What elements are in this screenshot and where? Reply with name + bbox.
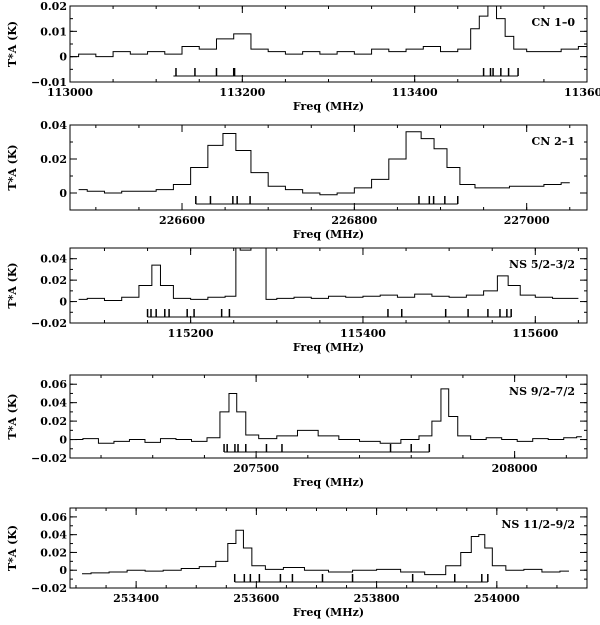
panel-1-spectrum-line [70, 5, 587, 58]
panel-1-x-axis-title: Freq (MHz) [293, 100, 364, 113]
panel-4-y-axis-title: T*A (K) [6, 393, 19, 439]
panel-3-frame [69, 247, 588, 324]
panel-5-y-axis-title: T*A (K) [6, 525, 19, 571]
panel-1-y-tick-label: 0 [59, 51, 67, 64]
panel-5-x-tick-label: 253600 [233, 592, 279, 605]
panel-4-y-tick-label: 0.04 [40, 397, 67, 410]
panel-3-y-tick-label: 0.02 [40, 274, 67, 287]
panel-1-y-axis-title: T*A (K) [6, 21, 19, 67]
panel-4-x-tick-label: 208000 [492, 462, 538, 475]
panel-2-x-tick-label: 227000 [504, 214, 550, 227]
panel-2-x-tick-label: 226600 [159, 214, 205, 227]
panel-1-y-tick-label: −0.01 [31, 76, 67, 89]
panel-5-x-axis-title: Freq (MHz) [293, 606, 364, 619]
panel-5-x-tick-label: 253800 [354, 592, 400, 605]
panel-1-x-tick-label: 113400 [392, 86, 438, 99]
panel-4-y-tick-label: 0.06 [40, 378, 67, 391]
panel-4-y-tick-label: −0.02 [31, 452, 67, 465]
panel-5-y-tick-label: −0.02 [31, 582, 67, 595]
panel-2-spectrum-line [78, 131, 570, 196]
panel-3-label: NS 5/2–3/2 [509, 258, 575, 271]
panel-4-x-axis-title: Freq (MHz) [293, 476, 364, 489]
panel-3-spectrum-line [78, 247, 579, 301]
panel-5-x-tick-label: 253400 [113, 592, 159, 605]
panel-4-label: NS 9/2–7/2 [509, 385, 575, 398]
panel-4-y-tick-label: 0 [59, 434, 67, 447]
panel-3-y-tick-label: −0.02 [31, 317, 67, 330]
panel-1-y-tick-label: 0.02 [40, 0, 67, 13]
panel-2-x-tick-label: 226800 [331, 214, 377, 227]
panel-1-x-tick-label: 113000 [47, 86, 93, 99]
panel-1-frame [69, 5, 588, 83]
panel-3-y-axis-title: T*A (K) [6, 262, 19, 308]
panel-5-y-tick-label: 0.06 [40, 511, 67, 524]
panel-5-frame [69, 507, 588, 589]
panel-1-label: CN 1–0 [532, 16, 576, 29]
panel-2-y-axis-title: T*A (K) [6, 144, 19, 190]
panel-3-x-tick-label: 115400 [340, 327, 386, 340]
panel-4-spectrum-line [75, 388, 582, 444]
panel-3-y-tick-label: 0 [59, 296, 67, 309]
panel-3-y-tick-label: 0.04 [40, 253, 67, 266]
panel-5-label: NS 11/2–9/2 [501, 518, 575, 531]
panel-2-y-tick-label: 0 [59, 187, 67, 200]
panel-5-spectrum-line [82, 529, 569, 576]
panel-4-y-tick-label: 0.02 [40, 415, 67, 428]
panel-1-y-tick-label: 0.01 [40, 25, 67, 38]
panel-1-x-tick-label: 113200 [219, 86, 265, 99]
panel-5-y-tick-label: 0.02 [40, 546, 67, 559]
panel-1-x-tick-label: 113600 [564, 86, 600, 99]
panel-2-label: CN 2–1 [532, 135, 575, 148]
panel-2-frame [69, 124, 588, 211]
panel-3-x-axis-title: Freq (MHz) [293, 341, 364, 354]
panel-5-y-tick-label: 0.04 [40, 529, 67, 542]
panel-3-x-tick-label: 115600 [512, 327, 558, 340]
panel-2-x-axis-title: Freq (MHz) [293, 228, 364, 241]
panel-2-y-tick-label: 0.04 [40, 119, 67, 132]
panel-4-x-tick-label: 207500 [233, 462, 279, 475]
panel-5-x-tick-label: 254000 [474, 592, 520, 605]
panel-5-y-tick-label: 0 [59, 564, 67, 577]
panel-4-frame [69, 374, 588, 459]
panel-2-y-tick-label: 0.02 [40, 153, 67, 166]
panel-3-x-tick-label: 115200 [168, 327, 214, 340]
